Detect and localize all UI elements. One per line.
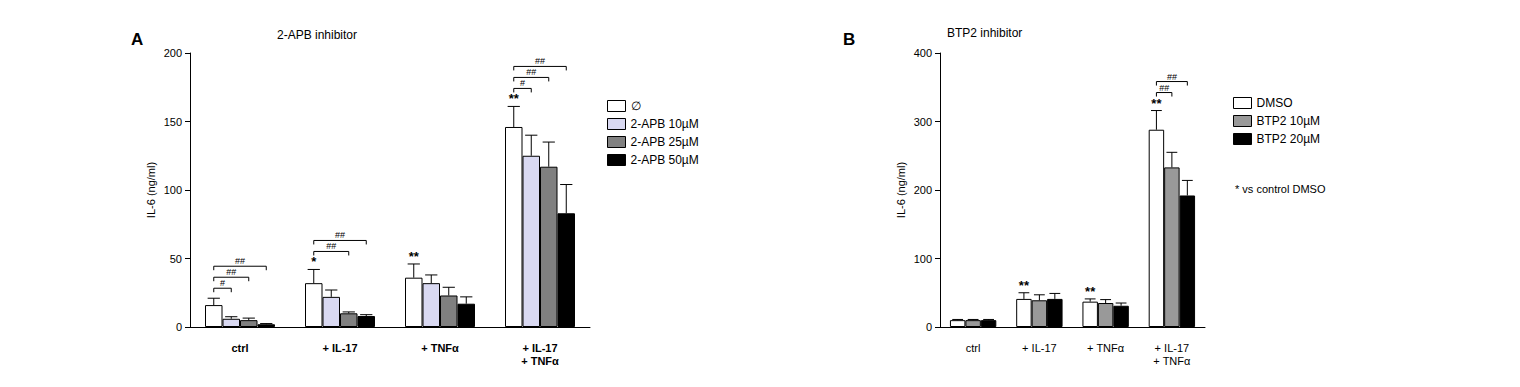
svg-text:* vs control DMSO: * vs control DMSO [1235,183,1326,195]
svg-text:+ IL-17: + IL-17 [1022,342,1057,354]
svg-text:##: ## [526,67,536,77]
svg-text:*: * [311,254,317,269]
svg-text:**: ** [1019,278,1030,293]
svg-text:##: ## [335,230,345,240]
svg-text:+ TNFα: + TNFα [1153,355,1191,367]
svg-text:+ TNFα: + TNFα [421,342,459,354]
svg-text:200: 200 [914,184,932,196]
svg-text:2-APB 50µM: 2-APB 50µM [631,153,699,167]
svg-text:+ TNFα: + TNFα [521,355,559,367]
svg-text:**: ** [509,91,520,106]
svg-text:ctrl: ctrl [966,342,981,354]
svg-text:BTP2 10µM: BTP2 10µM [1257,114,1321,128]
svg-text:∅: ∅ [631,99,641,113]
svg-text:DMSO: DMSO [1257,96,1293,110]
svg-text:**: ** [409,249,420,264]
svg-text:50: 50 [170,253,182,265]
svg-text:2-APB inhibitor: 2-APB inhibitor [277,28,357,42]
svg-text:**: ** [1085,284,1096,299]
svg-text:BTP2 inhibitor: BTP2 inhibitor [947,26,1022,40]
svg-text:+ IL-17: + IL-17 [322,342,357,354]
svg-text:**: ** [1151,96,1162,111]
svg-text:200: 200 [164,47,182,59]
svg-text:100: 100 [914,253,932,265]
svg-text:2-APB 25µM: 2-APB 25µM [631,135,699,149]
svg-text:#: # [520,78,525,88]
svg-text:400: 400 [914,47,932,59]
svg-text:#: # [220,278,225,288]
svg-text:+ IL-17: + IL-17 [522,342,557,354]
svg-text:IL-6 (ng/ml): IL-6 (ng/ml) [895,162,907,218]
svg-text:IL-6 (ng/ml): IL-6 (ng/ml) [145,162,157,218]
svg-text:##: ## [535,56,545,66]
svg-text:300: 300 [914,116,932,128]
svg-text:ctrl: ctrl [231,342,248,354]
svg-text:+ TNFα: + TNFα [1087,342,1125,354]
svg-text:0: 0 [176,321,182,333]
svg-text:0: 0 [926,321,932,333]
svg-text:##: ## [326,241,336,251]
svg-text:150: 150 [164,116,182,128]
svg-text:##: ## [1159,83,1169,93]
svg-text:2-APB 10µM: 2-APB 10µM [631,117,699,131]
svg-text:100: 100 [164,184,182,196]
svg-text:##: ## [1167,72,1177,82]
svg-text:BTP2 20µM: BTP2 20µM [1257,132,1321,146]
svg-text:A: A [131,30,143,49]
svg-text:B: B [843,30,855,49]
svg-text:##: ## [226,267,236,277]
svg-text:##: ## [235,256,245,266]
svg-text:+ IL-17: + IL-17 [1155,342,1190,354]
